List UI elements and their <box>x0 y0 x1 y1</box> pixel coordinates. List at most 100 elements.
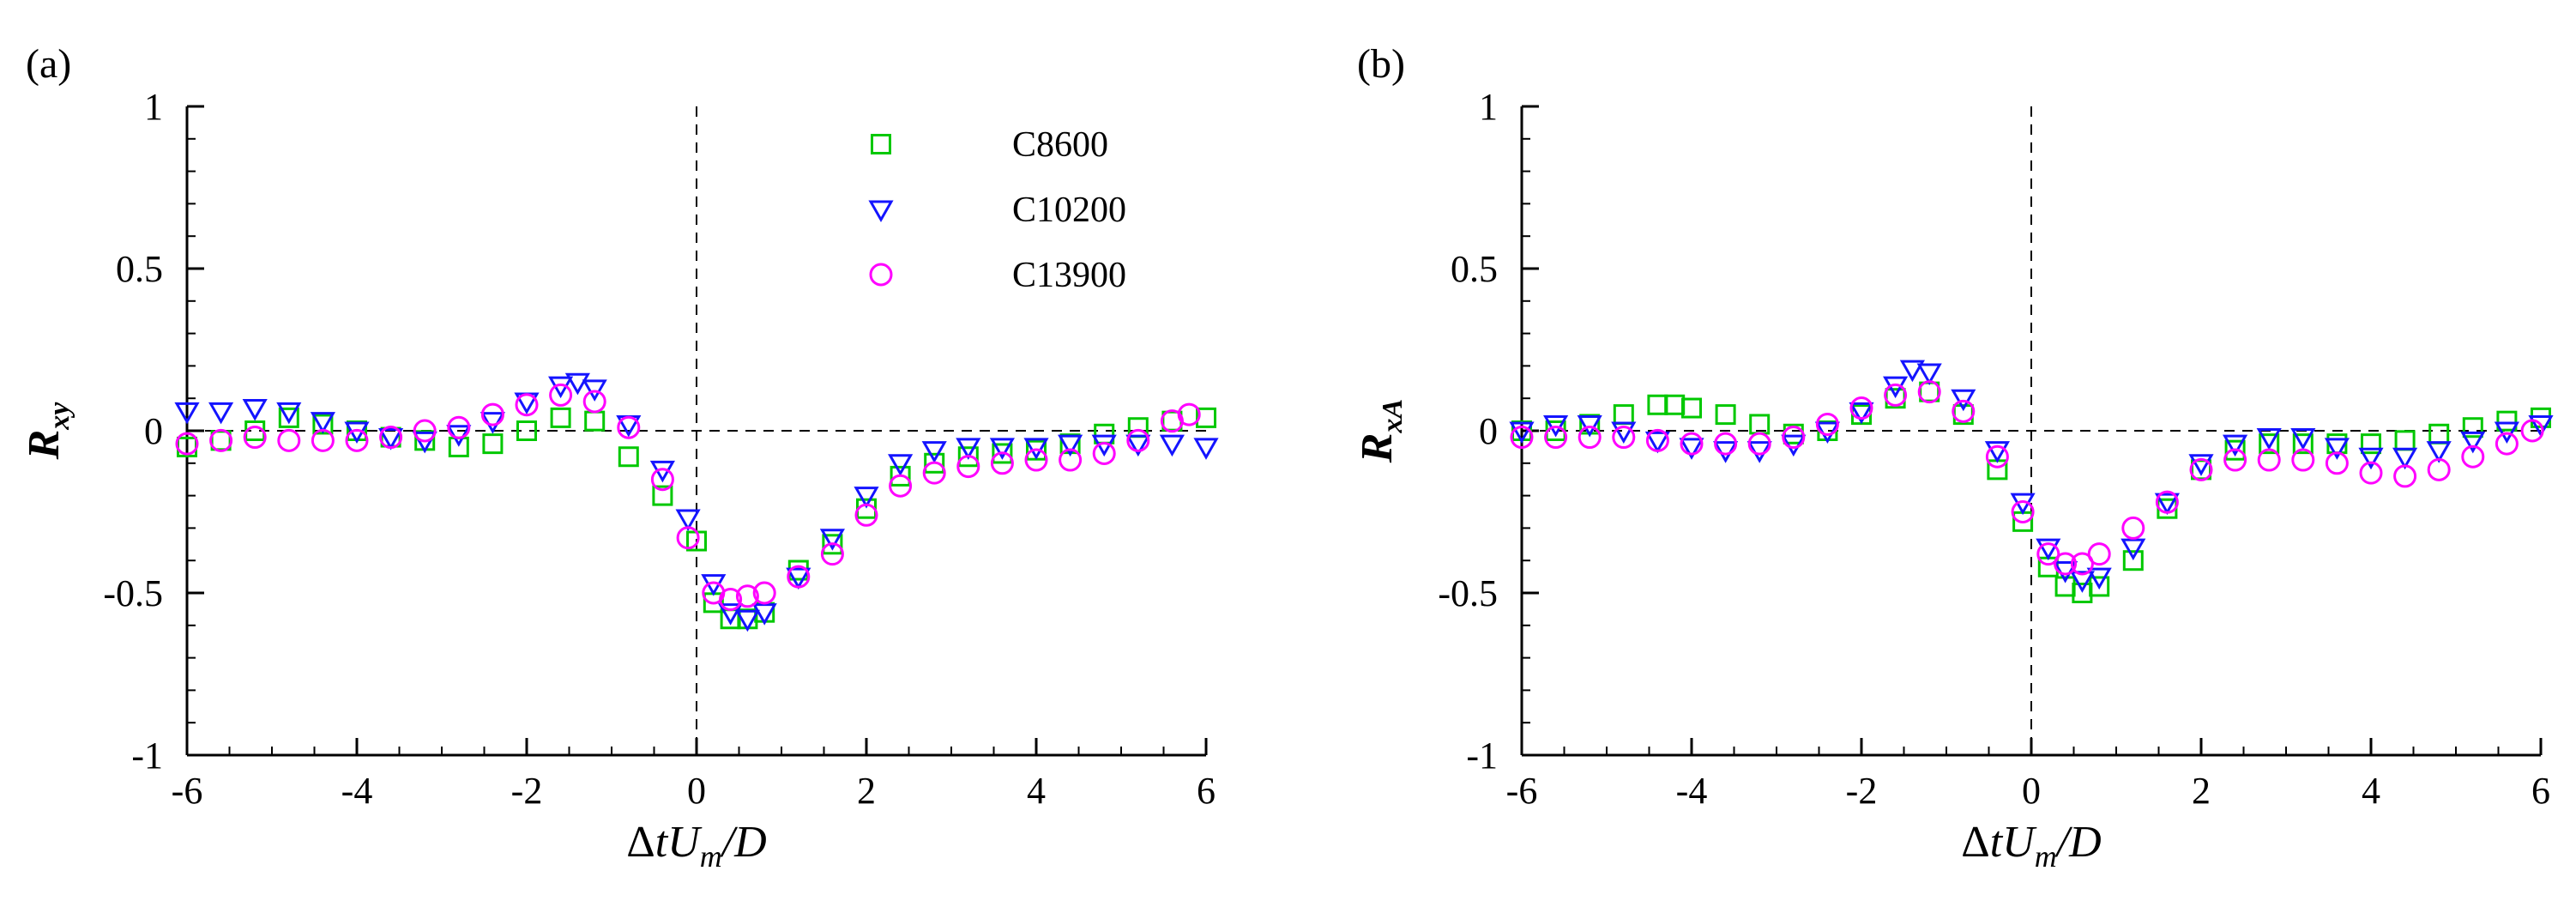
data-point-C10200 <box>675 509 701 532</box>
data-point-C13900 <box>1680 432 1704 456</box>
x-axis-label-subscript: m <box>700 839 722 874</box>
y-tick-label: 0.5 <box>1451 248 1498 290</box>
data-point-C10200 <box>854 487 879 509</box>
data-point-C13900 <box>752 581 776 605</box>
legend-marker-C13900 <box>869 263 893 287</box>
y-axis-label-main: R <box>1353 433 1402 464</box>
data-point-C13900 <box>243 426 267 450</box>
y-tick-label: -0.5 <box>103 572 163 614</box>
data-point-C10200 <box>1611 421 1637 444</box>
data-point-C8600 <box>584 410 606 432</box>
data-point-C13900 <box>2189 457 2213 481</box>
data-point-C13900 <box>1024 448 1048 472</box>
data-point-C13900 <box>1126 428 1150 452</box>
data-point-C13900 <box>617 415 641 439</box>
data-point-C10200 <box>1125 434 1151 457</box>
y-axis-label-main: R <box>20 430 69 461</box>
legend-label: C10200 <box>1012 190 1126 230</box>
data-point-C13900 <box>413 419 437 443</box>
data-point-C13900 <box>2393 464 2417 488</box>
series-C10200 <box>1509 360 2554 593</box>
data-point-C13900 <box>1849 396 1873 420</box>
x-tick-label: 2 <box>2192 770 2211 812</box>
data-point-C13900 <box>1544 426 1568 450</box>
data-point-C8600 <box>1715 404 1736 426</box>
data-point-C10200 <box>310 412 335 434</box>
data-point-C10200 <box>888 454 914 476</box>
y-axis-label-subscript: xA <box>1377 399 1409 434</box>
data-point-C13900 <box>1747 432 1771 456</box>
data-point-C8600 <box>1196 407 1216 428</box>
data-point-C13900 <box>650 468 674 492</box>
data-point-C10200 <box>2290 428 2316 450</box>
y-tick-label: 1 <box>144 86 163 128</box>
data-point-C13900 <box>2325 451 2349 475</box>
y-tick-label: -0.5 <box>1438 572 1498 614</box>
x-axis-label-subscript: m <box>2035 839 2057 874</box>
data-point-C13900 <box>889 474 913 498</box>
data-point-C8600 <box>2394 430 2416 451</box>
data-point-C13900 <box>1092 441 1116 465</box>
x-tick-label: 4 <box>1027 770 1046 812</box>
data-point-C13900 <box>209 428 233 452</box>
legend-label: C8600 <box>1012 125 1108 165</box>
data-point-C10200 <box>2256 428 2282 450</box>
data-point-C13900 <box>2359 461 2383 485</box>
data-point-C8600 <box>822 534 843 555</box>
data-point-C10200 <box>921 441 947 463</box>
data-point-C13900 <box>2520 419 2544 443</box>
data-point-C10200 <box>2392 447 2418 470</box>
x-axis-label-main: tU <box>655 818 703 867</box>
data-point-C13900 <box>820 542 844 566</box>
data-point-C13900 <box>1510 426 1534 450</box>
data-point-C8600 <box>1647 394 1668 415</box>
data-point-C8600 <box>482 433 504 455</box>
data-point-C10200 <box>956 438 981 460</box>
x-tick-label: 2 <box>857 770 876 812</box>
data-point-C13900 <box>735 584 759 608</box>
data-point-C13900 <box>2036 542 2060 566</box>
data-point-C13900 <box>1884 383 1908 407</box>
data-point-C10200 <box>734 609 760 632</box>
x-tick-label: -6 <box>1506 770 1538 812</box>
x-axis-label-prefix: Δ <box>626 818 655 867</box>
y-axis-label: Rxy <box>20 402 75 461</box>
data-point-C8600 <box>2361 433 2381 455</box>
legend-marker-C8600 <box>871 134 891 154</box>
x-tick-label: 0 <box>2022 770 2041 812</box>
data-point-C10200 <box>276 402 302 425</box>
legend: C8600 C10200 C13900 <box>868 125 1126 295</box>
data-point-C13900 <box>1782 426 1806 450</box>
data-point-C8600 <box>516 420 537 441</box>
data-point-C13900 <box>549 383 573 407</box>
data-point-C8600 <box>652 485 673 506</box>
data-point-C13900 <box>2070 552 2094 576</box>
panel-b: (b) -6 -4 -2 0 2 4 6 -1 -0.5 0 0.5 1 ΔtUm/D RxA <box>1353 41 2554 874</box>
x-axis-label: ΔtUm/D <box>1961 818 2101 874</box>
data-point-C10200 <box>1644 431 1670 454</box>
data-point-C13900 <box>990 451 1014 475</box>
data-point-C8600 <box>890 465 911 487</box>
data-point-C8600 <box>2496 410 2518 432</box>
x-tick-label: -2 <box>511 770 543 812</box>
data-point-C13900 <box>1578 426 1602 450</box>
data-point-C10200 <box>2426 441 2452 463</box>
x-axis-label-suffix: /D <box>2054 818 2102 867</box>
data-point-C10200 <box>1899 360 1925 383</box>
data-point-C13900 <box>1714 432 1738 456</box>
data-point-C8600 <box>1613 404 1634 426</box>
data-point-C13900 <box>277 428 301 452</box>
data-point-C10200 <box>1916 363 1942 385</box>
data-point-C10200 <box>2223 434 2248 457</box>
data-point-C13900 <box>2461 444 2485 469</box>
y-axis-label: RxA <box>1353 399 1409 463</box>
data-point-C8600 <box>1664 394 1686 415</box>
data-point-C10200 <box>582 379 607 402</box>
data-point-C13900 <box>345 428 369 452</box>
data-point-C10200 <box>2154 493 2180 516</box>
data-point-C13900 <box>1177 402 1201 426</box>
data-point-C13900 <box>787 565 811 589</box>
data-point-C10200 <box>242 399 268 421</box>
x-axis-label-prefix: Δ <box>1961 818 1989 867</box>
